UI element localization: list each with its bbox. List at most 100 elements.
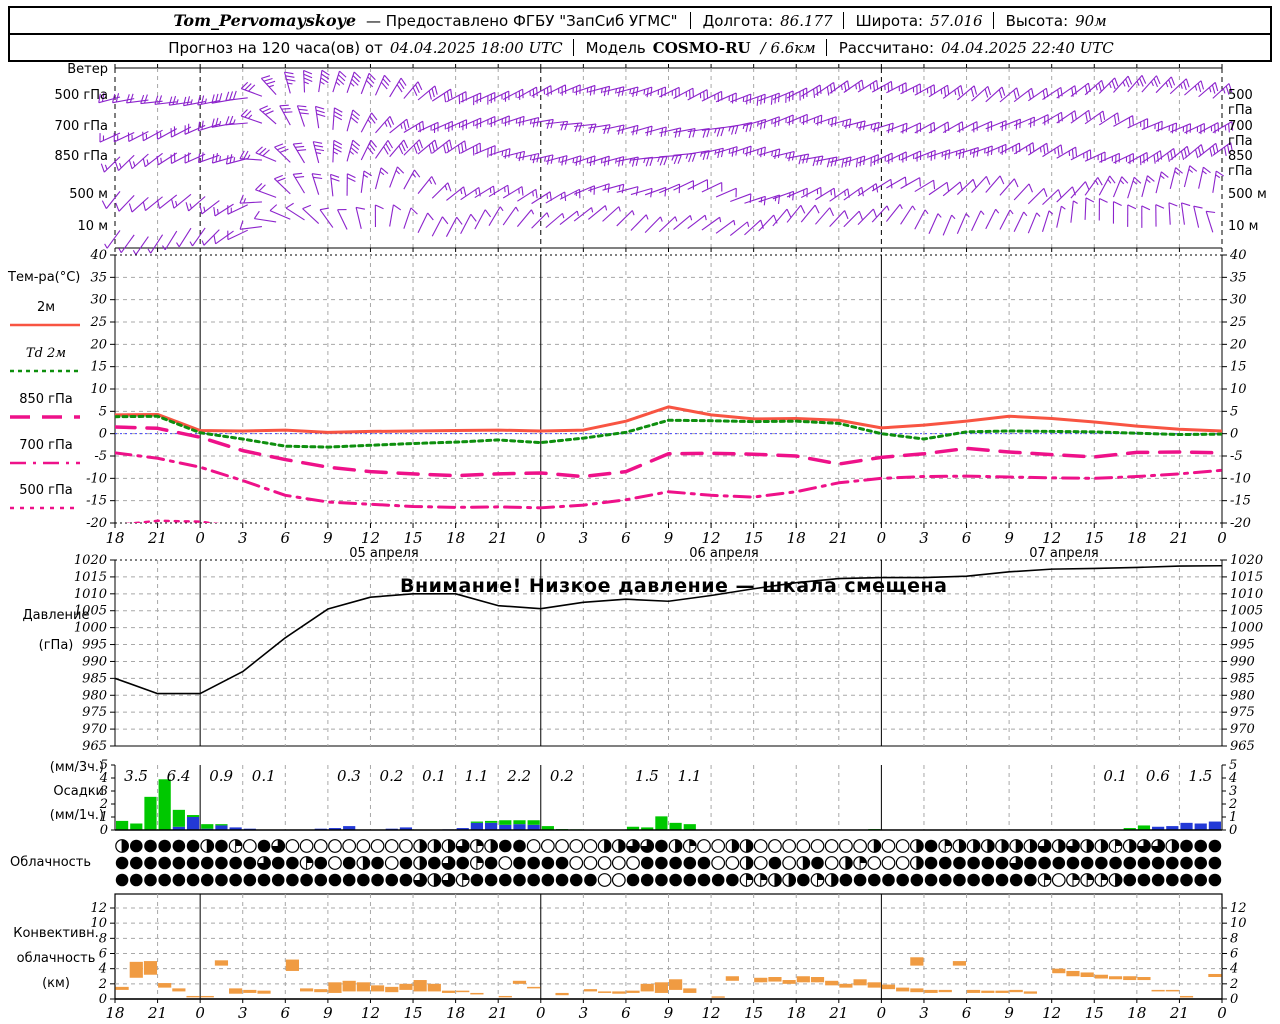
axis-label: 0 — [536, 529, 546, 547]
axis-label: 980 — [82, 688, 107, 703]
convective-cloud-bar — [115, 986, 129, 990]
convective-cloud-bar — [1094, 974, 1108, 979]
convective-cloud-bar — [782, 980, 796, 984]
axis-label: 6 — [281, 529, 291, 547]
convective-cloud-bar — [257, 990, 271, 994]
axis-label: 3.5 — [124, 767, 148, 785]
convective-cloud-bar — [754, 977, 768, 983]
convective-cloud-bar — [300, 988, 314, 992]
axis-label: 9 — [664, 1004, 674, 1022]
axis-label: 1005 — [1230, 604, 1263, 619]
snow-bar — [456, 828, 469, 830]
snow-bar — [527, 824, 540, 830]
wind-barb-row-500 м — [101, 165, 1225, 217]
axis-label: 12 — [1042, 529, 1061, 547]
convective-cloud-bar — [356, 982, 370, 992]
legend-label-td2m: Td 2м — [25, 346, 67, 361]
rain-bar — [485, 820, 498, 823]
axis-label: 1.1 — [678, 767, 702, 785]
rain-bar — [626, 826, 640, 830]
axis-label: 1010 — [74, 587, 107, 602]
rain-bar — [158, 779, 171, 830]
axis-label: 18 — [446, 1004, 465, 1022]
axis-label: 985 — [82, 671, 107, 686]
axis-label: 18 — [105, 529, 124, 547]
axis-label: 6 — [962, 1004, 972, 1022]
axis-label: 3 — [100, 784, 108, 799]
axis-label: 0 — [1229, 823, 1237, 838]
convective-cloud-bar — [200, 995, 214, 998]
axis-label: 965 — [82, 739, 107, 754]
wind-barb-row-500 гПа — [98, 69, 1233, 107]
model-label: Модель — [585, 38, 646, 57]
axis-label: 0 — [195, 529, 205, 547]
rain-bar — [1123, 828, 1136, 830]
model-name: COSMO-RU — [652, 38, 751, 57]
axis-label: 3 — [1229, 784, 1237, 799]
rain-bar — [186, 815, 200, 817]
axis-label: 990 — [1230, 654, 1255, 669]
axis-label: 0.9 — [209, 767, 233, 785]
axis-label: 1010 — [1230, 587, 1263, 602]
convective-cloud-bar — [1066, 970, 1080, 977]
rain-bar — [683, 824, 696, 830]
cloudiness-panel — [115, 839, 1222, 887]
temperature-panel-title: Тем-ра(°C) — [8, 270, 81, 285]
convective-cloud-bar — [399, 983, 413, 990]
axis-label: 07 апреля — [1029, 546, 1099, 561]
axis-label: 9 — [323, 1004, 333, 1022]
convective-cloud-bar — [441, 990, 456, 993]
axis-label: 18 — [1127, 1004, 1146, 1022]
axis-label: 3 — [238, 1004, 248, 1022]
axis-label: 30 — [90, 293, 107, 308]
rain-bar — [215, 824, 228, 826]
axis-label: -20 — [1230, 516, 1251, 531]
snow-bar — [470, 822, 483, 830]
axis-label: 1020 — [1230, 553, 1263, 568]
rain-bar — [1137, 825, 1151, 830]
axis-label: -15 — [1230, 494, 1251, 509]
model-resolution: / 6.6км — [760, 38, 816, 57]
convective-cloud-bar — [527, 986, 541, 989]
axis-label: 6 — [281, 1004, 291, 1022]
pressure-curve — [114, 564, 1223, 695]
convective-cloud-bar — [910, 988, 924, 993]
convective-cloud-bar — [229, 988, 243, 994]
convective-cloud-bar — [1137, 977, 1151, 981]
axis-label: 0 — [99, 427, 107, 442]
axis-label: 0 — [536, 1004, 546, 1022]
temp-series-2м — [115, 405, 1222, 434]
convective-cloud-bar — [1165, 989, 1179, 992]
axis-label: 20 — [89, 337, 107, 352]
axis-label: 0.3 — [337, 767, 361, 785]
axis-label: 995 — [1230, 638, 1255, 653]
axis-label: -5 — [1230, 449, 1243, 464]
convective-cloud-bar — [683, 988, 697, 993]
header: Tom_Pervomayskoye — Предоставлено ФГБУ "… — [8, 6, 1272, 62]
convective-cloud-bar — [427, 983, 441, 992]
convective-cloud-bar — [881, 984, 896, 990]
snow-bar — [1152, 826, 1165, 830]
station-name: Tom_Pervomayskoye — [173, 11, 357, 30]
axis-label: 9 — [323, 529, 333, 547]
legend-label-t2m: 2м — [36, 300, 56, 315]
rain-bar — [130, 823, 143, 830]
convective-cloud-bar — [995, 990, 1009, 993]
header-separator — [689, 12, 691, 29]
convective-cloud-bar — [967, 989, 981, 993]
convective-cloud-bar — [1123, 976, 1137, 981]
axis-label: 5 — [100, 758, 108, 773]
axis-label: 0.1 — [252, 767, 276, 785]
convective-cloud-bar — [1208, 973, 1222, 978]
convective-title-line2: облачность — [16, 951, 96, 966]
convective-cloud-bar — [583, 989, 598, 992]
temperature-legend-samples — [10, 323, 80, 510]
axis-label: 25 — [89, 315, 107, 330]
rain-bar — [201, 824, 214, 829]
axis-label: 9 — [1004, 529, 1014, 547]
axis-label: 12 — [90, 901, 107, 916]
axis-label: 15 — [403, 529, 422, 547]
wind-barb-row-10 м — [104, 197, 1216, 255]
